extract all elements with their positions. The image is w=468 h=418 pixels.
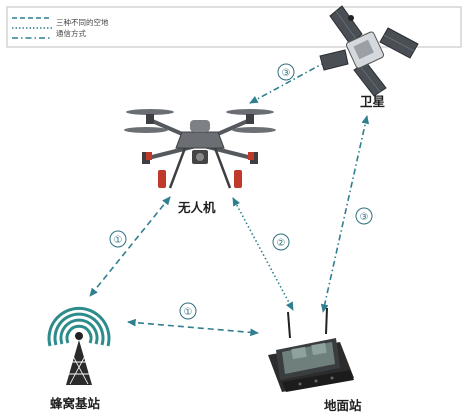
link-label-tower-ground: ①: [179, 302, 197, 320]
legend-text-line1: 三种不同的空地: [56, 17, 109, 27]
link-label-drone-tower: ①: [109, 230, 127, 248]
link-drone-ground: [232, 197, 294, 311]
link-tower-ground: [127, 318, 259, 337]
link-drone-tower: [89, 196, 171, 297]
svg-text:③: ③: [360, 212, 369, 223]
drone-icon: [124, 109, 276, 189]
link-label-drone-ground: ②: [272, 233, 290, 251]
link-drone-satellite: [249, 57, 334, 104]
legend: 三种不同的空地 通信方式: [6, 6, 462, 48]
cell-tower-label: 蜂窝基站: [50, 396, 101, 411]
satellite-label: 卫星: [360, 94, 385, 109]
legend-text-line2: 通信方式: [56, 28, 86, 38]
svg-text:③: ③: [282, 68, 291, 79]
satellite-icon: [319, 5, 419, 97]
svg-text:②: ②: [277, 238, 286, 249]
drone-label: 无人机: [177, 200, 216, 215]
link-label-drone-satellite: ③: [277, 63, 295, 81]
ground-station-icon: [268, 307, 354, 392]
svg-text:①: ①: [114, 235, 123, 246]
svg-text:①: ①: [184, 307, 193, 318]
link-satellite-ground: [320, 115, 370, 313]
ground-station-label: 地面站: [324, 398, 362, 413]
cell-tower-icon: [47, 306, 111, 385]
link-label-satellite-ground: ③: [355, 207, 373, 225]
